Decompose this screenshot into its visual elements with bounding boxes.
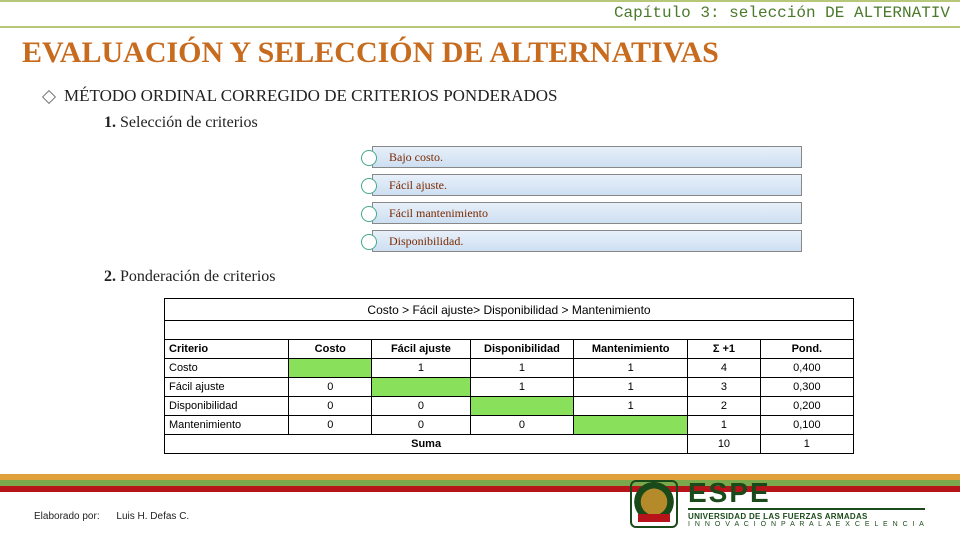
col-pond: Pond.: [760, 340, 853, 359]
ponderacion-table: Criterio Costo Fácil ajuste Disponibilid…: [164, 320, 854, 454]
row-label: Disponibilidad: [165, 397, 289, 416]
cell: 1: [574, 397, 688, 416]
subtitle: MÉTODO ORDINAL CORREGIDO DE CRITERIOS PO…: [64, 86, 557, 106]
sum-total: 10: [688, 435, 761, 454]
criteria-label: Fácil ajuste.: [389, 178, 447, 193]
row-label: Fácil ajuste: [165, 378, 289, 397]
table-header-row: Criterio Costo Fácil ajuste Disponibilid…: [165, 340, 854, 359]
logo-acronym: ESPE: [688, 480, 925, 505]
cell-diag: [289, 359, 372, 378]
cell: 1: [470, 378, 574, 397]
criteria-ring-icon: [361, 234, 377, 250]
row-label: Mantenimiento: [165, 416, 289, 435]
page-title: EVALUACIÓN Y SELECCIÓN DE ALTERNATIVAS: [22, 36, 719, 70]
criteria-ring-icon: [361, 206, 377, 222]
cell: 0: [372, 397, 470, 416]
logo-line1: UNIVERSIDAD DE LAS FUERZAS ARMADAS: [688, 512, 925, 521]
col-costo: Costo: [289, 340, 372, 359]
pond-total: 1: [760, 435, 853, 454]
criteria-item: Fácil mantenimiento: [372, 202, 802, 224]
criteria-item: Fácil ajuste.: [372, 174, 802, 196]
criteria-item: Disponibilidad.: [372, 230, 802, 252]
credit-label: Elaborado por:: [34, 511, 100, 522]
step-2-number: 2.: [104, 268, 116, 285]
credit-name: Luis H. Defas C.: [116, 511, 189, 522]
criteria-label: Bajo costo.: [389, 150, 443, 165]
row-label: Costo: [165, 359, 289, 378]
step-1-number: 1.: [104, 114, 116, 131]
cell: 0: [289, 378, 372, 397]
cell: 0: [470, 416, 574, 435]
criteria-list: Bajo costo. Fácil ajuste. Fácil mantenim…: [372, 146, 802, 258]
credit-line: Elaborado por: Luis H. Defas C.: [34, 511, 189, 522]
cell: 1: [574, 378, 688, 397]
col-facil-ajuste: Fácil ajuste: [372, 340, 470, 359]
step-1: 1. Selección de criterios: [104, 114, 258, 132]
step-2: 2. Ponderación de criterios: [104, 268, 276, 286]
cell-pond: 0,300: [760, 378, 853, 397]
cell-diag: [470, 397, 574, 416]
cell-sum: 3: [688, 378, 761, 397]
ponderacion-tables: Costo > Fácil ajuste> Disponibilidad > M…: [164, 298, 854, 454]
cell-pond: 0,200: [760, 397, 853, 416]
cell: 1: [372, 359, 470, 378]
criteria-item: Bajo costo.: [372, 146, 802, 168]
col-sigma: Σ +1: [688, 340, 761, 359]
cell-pond: 0,100: [760, 416, 853, 435]
criteria-label: Disponibilidad.: [389, 234, 463, 249]
cell-sum: 2: [688, 397, 761, 416]
step-2-text: Ponderación de criterios: [120, 268, 276, 285]
cell: 0: [289, 397, 372, 416]
table-row: Fácil ajuste 0 1 1 3 0,300: [165, 378, 854, 397]
logo-tagline: I N N O V A C I Ó N P A R A L A E X C E …: [688, 521, 925, 528]
slide: { "chapter_line": "Capítulo 3: selección…: [0, 0, 960, 540]
criteria-ring-icon: [361, 150, 377, 166]
cell: 0: [289, 416, 372, 435]
bullet-diamond-icon: [42, 90, 56, 104]
col-mantenimiento: Mantenimiento: [574, 340, 688, 359]
cell-diag: [372, 378, 470, 397]
step-1-text: Selección de criterios: [120, 114, 258, 131]
crest-icon: [630, 480, 678, 528]
col-criterio: Criterio: [165, 340, 289, 359]
table-row: Disponibilidad 0 0 1 2 0,200: [165, 397, 854, 416]
espe-logo: ESPE UNIVERSIDAD DE LAS FUERZAS ARMADAS …: [630, 474, 950, 534]
table-row: Costo 1 1 1 4 0,400: [165, 359, 854, 378]
table-sum-row: Suma 10 1: [165, 435, 854, 454]
criteria-ring-icon: [361, 178, 377, 194]
cell: 0: [372, 416, 470, 435]
criteria-label: Fácil mantenimiento: [389, 206, 488, 221]
cell-sum: 1: [688, 416, 761, 435]
cell-diag: [574, 416, 688, 435]
cell: 1: [574, 359, 688, 378]
logo-text: ESPE UNIVERSIDAD DE LAS FUERZAS ARMADAS …: [688, 480, 925, 527]
table-spacer: [165, 321, 854, 340]
cell: 1: [470, 359, 574, 378]
cell-pond: 0,400: [760, 359, 853, 378]
sum-label: Suma: [165, 435, 688, 454]
col-disponibilidad: Disponibilidad: [470, 340, 574, 359]
table-row: Mantenimiento 0 0 0 1 0,100: [165, 416, 854, 435]
cell-sum: 4: [688, 359, 761, 378]
criteria-order-bar: Costo > Fácil ajuste> Disponibilidad > M…: [164, 298, 854, 320]
chapter-label: Capítulo 3: selección DE ALTERNATIV: [0, 4, 960, 22]
